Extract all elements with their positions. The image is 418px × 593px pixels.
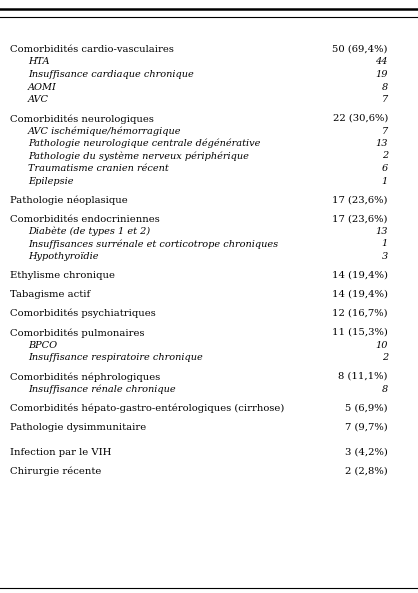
- Text: Insuffisances surrénale et corticotrope chroniques: Insuffisances surrénale et corticotrope …: [28, 240, 278, 249]
- Text: Ethylisme chronique: Ethylisme chronique: [10, 271, 115, 280]
- Text: 7 (9,7%): 7 (9,7%): [345, 422, 388, 432]
- Text: Chirurgie récente: Chirurgie récente: [10, 467, 102, 477]
- Text: 6: 6: [382, 164, 388, 173]
- Text: AVC ischémique/hémorragique: AVC ischémique/hémorragique: [28, 126, 181, 136]
- Text: 7: 7: [382, 95, 388, 104]
- Text: 14 (19,4%): 14 (19,4%): [332, 290, 388, 299]
- Text: Pathologie neurologique centrale dégénérative: Pathologie neurologique centrale dégénér…: [28, 139, 260, 148]
- Text: 12 (16,7%): 12 (16,7%): [332, 309, 388, 318]
- Text: Comorbidités neurologiques: Comorbidités neurologiques: [10, 114, 154, 123]
- Text: 17 (23,6%): 17 (23,6%): [332, 196, 388, 205]
- Text: 13: 13: [375, 139, 388, 148]
- Text: 3: 3: [382, 252, 388, 261]
- Text: 50 (69,4%): 50 (69,4%): [332, 45, 388, 54]
- Text: 8: 8: [382, 82, 388, 91]
- Text: 1: 1: [382, 240, 388, 248]
- Text: 22 (30,6%): 22 (30,6%): [333, 114, 388, 123]
- Text: 7: 7: [382, 126, 388, 135]
- Text: Epilepsie: Epilepsie: [28, 177, 74, 186]
- Text: Tabagisme actif: Tabagisme actif: [10, 290, 90, 299]
- Text: Comorbidités hépato-gastro-entérologiques (cirrhose): Comorbidités hépato-gastro-entérologique…: [10, 403, 284, 413]
- Text: Comorbidités néphrologiques: Comorbidités néphrologiques: [10, 372, 160, 381]
- Text: Insuffisance cardiaque chronique: Insuffisance cardiaque chronique: [28, 70, 194, 79]
- Text: 8: 8: [382, 384, 388, 394]
- Text: 2: 2: [382, 353, 388, 362]
- Text: Comorbidités cardio-vasculaires: Comorbidités cardio-vasculaires: [10, 45, 174, 54]
- Text: HTA: HTA: [28, 58, 49, 66]
- Text: 17 (23,6%): 17 (23,6%): [332, 215, 388, 224]
- Text: Pathologie néoplasique: Pathologie néoplasique: [10, 196, 128, 205]
- Text: 8 (11,1%): 8 (11,1%): [339, 372, 388, 381]
- Text: AVC: AVC: [28, 95, 49, 104]
- Text: 2 (2,8%): 2 (2,8%): [345, 467, 388, 476]
- Text: 11 (15,3%): 11 (15,3%): [332, 328, 388, 337]
- Text: BPCO: BPCO: [28, 340, 57, 349]
- Text: Pathologie dysimmunitaire: Pathologie dysimmunitaire: [10, 422, 146, 432]
- Text: 19: 19: [375, 70, 388, 79]
- Text: 2: 2: [382, 151, 388, 161]
- Text: Comorbidités endocriniennes: Comorbidités endocriniennes: [10, 215, 160, 224]
- Text: Hypothyroïdie: Hypothyroïdie: [28, 252, 99, 261]
- Text: 13: 13: [375, 227, 388, 236]
- Text: 44: 44: [375, 58, 388, 66]
- Text: 3 (4,2%): 3 (4,2%): [345, 448, 388, 457]
- Text: Diabète (de types 1 et 2): Diabète (de types 1 et 2): [28, 227, 150, 237]
- Text: 14 (19,4%): 14 (19,4%): [332, 271, 388, 280]
- Text: 1: 1: [382, 177, 388, 186]
- Text: Insuffisance rénale chronique: Insuffisance rénale chronique: [28, 384, 176, 394]
- Text: 10: 10: [375, 340, 388, 349]
- Text: Traumatisme cranien récent: Traumatisme cranien récent: [28, 164, 169, 173]
- Text: Comorbidités psychiatriques: Comorbidités psychiatriques: [10, 309, 156, 318]
- Text: Pathologie du système nerveux périphérique: Pathologie du système nerveux périphériq…: [28, 151, 249, 161]
- Text: Comorbidités pulmonaires: Comorbidités pulmonaires: [10, 328, 145, 337]
- Text: Infection par le VIH: Infection par le VIH: [10, 448, 111, 457]
- Text: AOMI: AOMI: [28, 82, 57, 91]
- Text: 5 (6,9%): 5 (6,9%): [345, 403, 388, 413]
- Text: Insuffisance respiratoire chronique: Insuffisance respiratoire chronique: [28, 353, 203, 362]
